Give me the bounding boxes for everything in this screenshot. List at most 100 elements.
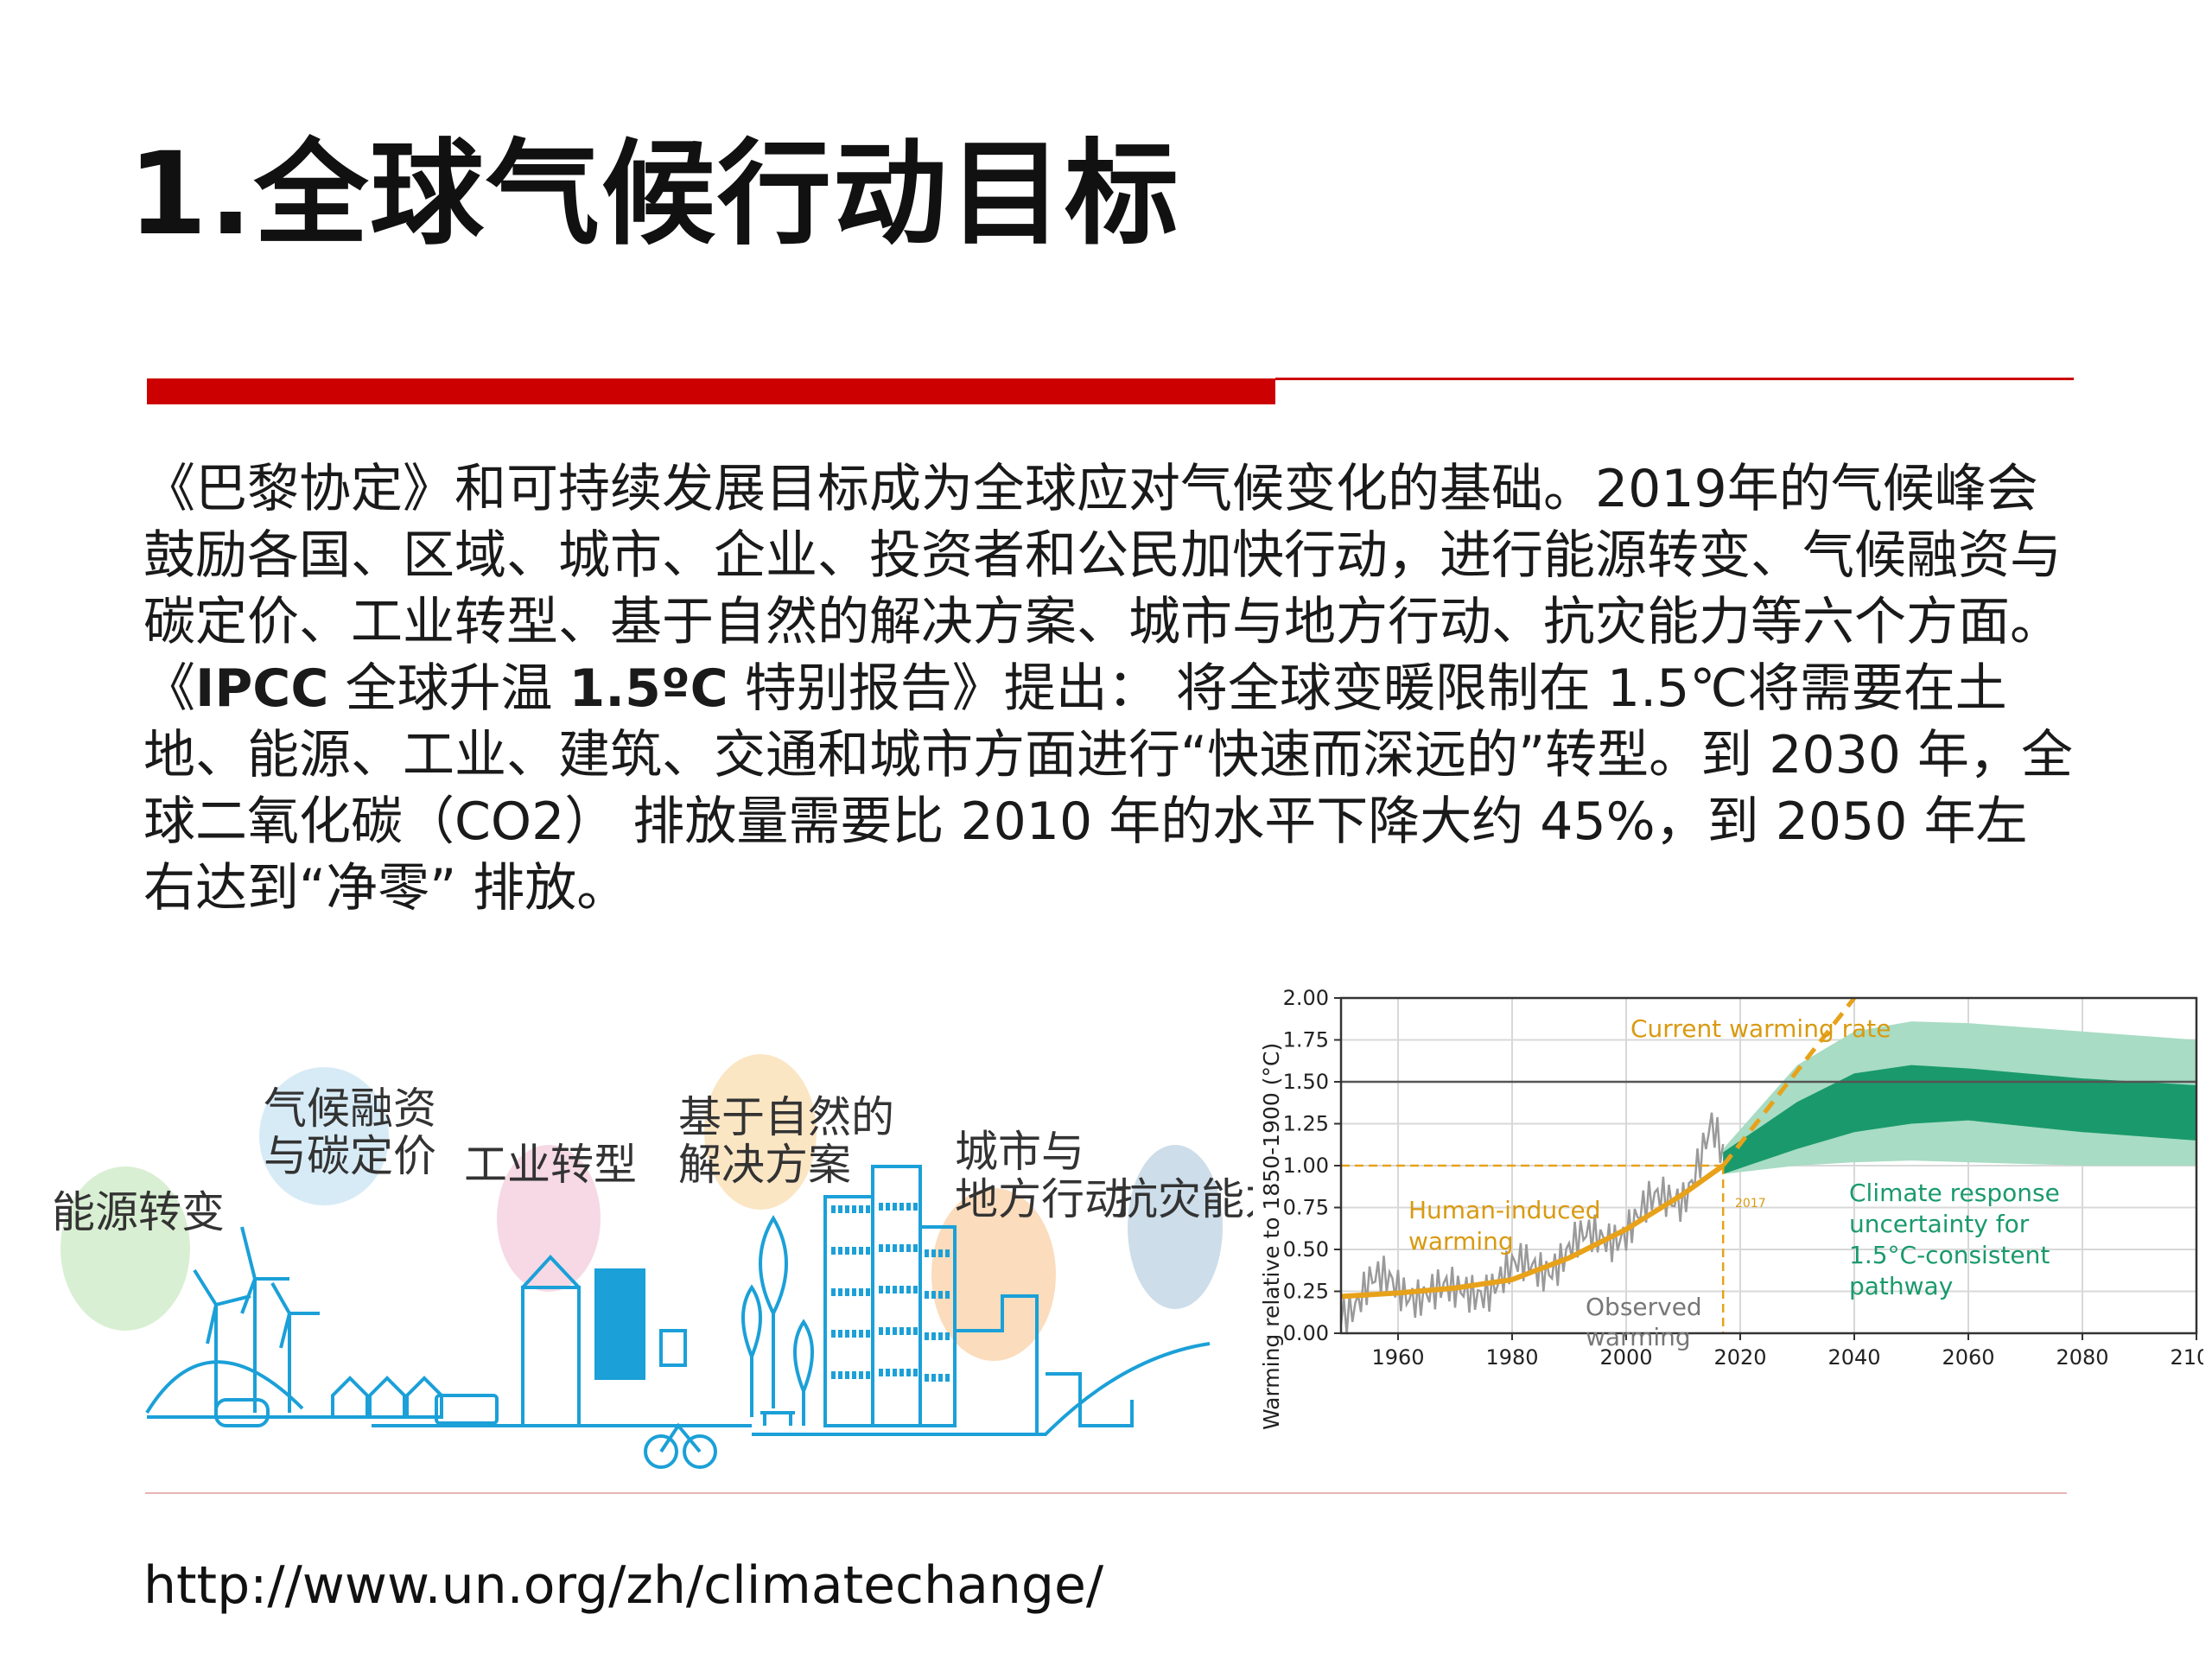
chart-uncertainty-bands bbox=[1341, 1021, 2196, 1174]
window bbox=[938, 1249, 943, 1257]
window bbox=[906, 1203, 911, 1211]
window bbox=[938, 1374, 943, 1382]
window bbox=[925, 1291, 929, 1299]
window bbox=[931, 1332, 936, 1340]
y-tick-label: 1.25 bbox=[1283, 1112, 1329, 1136]
window bbox=[845, 1330, 849, 1338]
body-paragraph: 《巴黎协定》和可持续发展目标成为全球应对气候变化的基础。2019年的气候峰会鼓励… bbox=[143, 456, 2079, 922]
bottom-divider bbox=[145, 1492, 2067, 1494]
y-tick-label: 0.50 bbox=[1283, 1237, 1329, 1262]
window bbox=[845, 1205, 849, 1213]
window bbox=[838, 1247, 842, 1255]
paragraph-text-2: 全球升温 bbox=[328, 658, 569, 719]
window bbox=[838, 1371, 842, 1379]
label-energy: 能源转变 bbox=[52, 1187, 225, 1237]
window bbox=[906, 1369, 911, 1376]
chart-lines bbox=[1339, 996, 1856, 1335]
tram bbox=[435, 1394, 499, 1425]
tower-3 bbox=[918, 1225, 957, 1427]
x-tick-label: 2080 bbox=[2056, 1345, 2108, 1370]
human-induced-warming-line bbox=[1340, 1163, 1725, 1300]
window bbox=[859, 1330, 863, 1338]
annotation-current-rate: Current warming rate bbox=[1630, 1014, 1891, 1043]
chart-tick-labels: 0.00 0.25 0.50 0.75 1.00 1.25 1.50 1.75 2.00 1960… bbox=[1283, 986, 2203, 1370]
x-tick-label: 1960 bbox=[1371, 1345, 1424, 1370]
ground-line bbox=[147, 1342, 1211, 1436]
window bbox=[859, 1371, 863, 1379]
window bbox=[913, 1244, 918, 1252]
window bbox=[886, 1327, 890, 1335]
slide-title: 1.全球气候行动目标 bbox=[128, 128, 1180, 261]
window bbox=[938, 1291, 943, 1299]
window bbox=[831, 1205, 836, 1213]
low-buildings bbox=[955, 1294, 1134, 1434]
tree-1 bbox=[759, 1215, 788, 1408]
label-finance-1: 气候融资 bbox=[264, 1084, 436, 1134]
window bbox=[852, 1371, 856, 1379]
window bbox=[852, 1330, 856, 1338]
window bbox=[866, 1247, 870, 1255]
window bbox=[925, 1332, 929, 1340]
window bbox=[879, 1286, 883, 1294]
car bbox=[214, 1398, 270, 1427]
window bbox=[938, 1332, 943, 1340]
window bbox=[838, 1330, 842, 1338]
label-industry: 工业转型 bbox=[464, 1140, 637, 1190]
window bbox=[838, 1205, 842, 1213]
y-tick-label: 0.75 bbox=[1283, 1196, 1329, 1220]
source-url[interactable]: http://www.un.org/zh/climatechange/ bbox=[143, 1555, 1104, 1616]
climate-action-illustration: 能源转变 气候融资 与碳定价 工业转型 基于自然的 解决方案 城市与 地方行动 … bbox=[52, 1054, 1253, 1469]
title-underline-thin bbox=[1275, 378, 2074, 380]
bench bbox=[760, 1411, 795, 1426]
window bbox=[845, 1247, 849, 1255]
window bbox=[893, 1244, 897, 1252]
building-blue bbox=[594, 1268, 645, 1380]
window bbox=[866, 1288, 870, 1296]
window bbox=[852, 1288, 856, 1296]
window bbox=[931, 1291, 936, 1299]
window bbox=[913, 1369, 918, 1376]
nature-circle bbox=[704, 1054, 817, 1210]
skyline-line-art bbox=[145, 1165, 1211, 1469]
y-axis-label: Warming relative to 1850-1900 (°C) bbox=[1259, 1043, 1284, 1430]
window bbox=[866, 1330, 870, 1338]
annotation-response-1: Climate response bbox=[1849, 1179, 2060, 1207]
annotation-human-2: warming bbox=[1408, 1227, 1514, 1255]
label-nature-2: 解决方案 bbox=[678, 1140, 851, 1190]
window bbox=[899, 1203, 904, 1211]
window bbox=[879, 1244, 883, 1252]
window bbox=[931, 1249, 936, 1257]
label-city-2: 地方行动 bbox=[955, 1174, 1128, 1224]
tree-2 bbox=[741, 1284, 762, 1417]
window bbox=[913, 1286, 918, 1294]
y-tick-label: 1.00 bbox=[1283, 1154, 1329, 1178]
window bbox=[899, 1369, 904, 1376]
building-ornate-roof bbox=[521, 1255, 581, 1289]
label-finance-2: 与碳定价 bbox=[264, 1131, 436, 1181]
x-tick-label: 2020 bbox=[1713, 1345, 1766, 1370]
window bbox=[879, 1327, 883, 1335]
annotation-observed-1: Observed bbox=[1586, 1293, 1702, 1321]
window bbox=[893, 1203, 897, 1211]
ground-hill-left bbox=[145, 1360, 304, 1414]
label-resilience: 抗灾能力 bbox=[1115, 1174, 1253, 1224]
window bbox=[831, 1288, 836, 1296]
window bbox=[906, 1327, 911, 1335]
label-city-1: 城市与 bbox=[955, 1127, 1084, 1177]
window bbox=[831, 1371, 836, 1379]
x-tick-label: 2060 bbox=[1942, 1345, 1994, 1370]
window bbox=[852, 1205, 856, 1213]
window bbox=[886, 1369, 890, 1376]
window bbox=[859, 1205, 863, 1213]
y-tick-label: 0.25 bbox=[1283, 1280, 1329, 1304]
window bbox=[899, 1327, 904, 1335]
finance-circle bbox=[259, 1067, 389, 1205]
small-houses bbox=[331, 1376, 443, 1419]
window bbox=[893, 1369, 897, 1376]
window bbox=[945, 1291, 950, 1299]
window bbox=[845, 1371, 849, 1379]
window bbox=[945, 1249, 950, 1257]
window bbox=[831, 1330, 836, 1338]
tree-3 bbox=[793, 1319, 814, 1426]
x-tick-label: 2040 bbox=[1827, 1345, 1880, 1370]
